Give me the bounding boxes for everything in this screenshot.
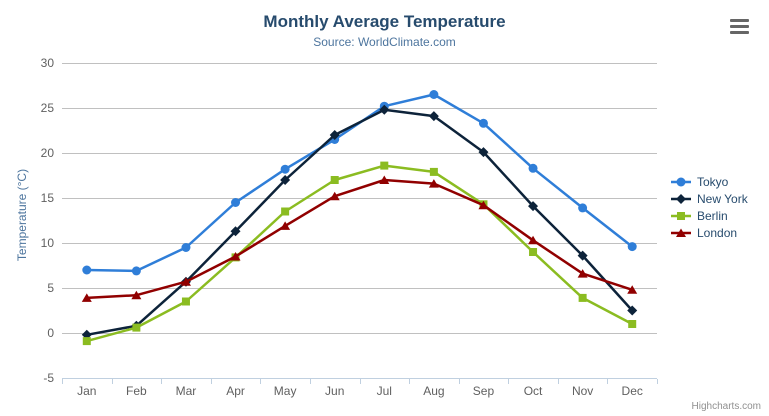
hamburger-icon	[730, 19, 749, 34]
svg-text:Dec: Dec	[622, 384, 643, 398]
tokyo-series-marker-icon	[671, 177, 691, 187]
svg-text:Nov: Nov	[572, 384, 593, 398]
london-series-marker-icon	[671, 228, 691, 237]
svg-text:Apr: Apr	[226, 384, 245, 398]
legend: Tokyo New York Berlin London	[670, 175, 748, 240]
series-london[interactable]	[81, 175, 638, 302]
hamburger-bar	[730, 31, 749, 34]
svg-text:Aug: Aug	[423, 384, 444, 398]
svg-text:15: 15	[41, 191, 55, 205]
svg-text:20: 20	[41, 146, 55, 160]
hamburger-bar	[730, 19, 749, 22]
series-tokyo[interactable]	[82, 90, 637, 276]
svg-text:Feb: Feb	[126, 384, 147, 398]
y-axis-labels: -5 0 5 10 15 20 25 30	[41, 56, 55, 385]
legend-item-label: London	[697, 226, 738, 240]
svg-text:0: 0	[47, 326, 54, 340]
svg-text:Jun: Jun	[325, 384, 344, 398]
legend-item-new-york[interactable]: New York	[670, 192, 748, 206]
export-menu-button[interactable]	[730, 19, 749, 34]
svg-text:30: 30	[41, 56, 55, 70]
svg-text:May: May	[274, 384, 297, 398]
x-axis-line	[62, 378, 658, 384]
series-new-york[interactable]	[81, 104, 638, 340]
hamburger-bar	[730, 25, 749, 28]
chart-subtitle: Source: WorldClimate.com	[313, 35, 456, 49]
legend-item-berlin[interactable]: Berlin	[670, 209, 748, 223]
berlin-series-marker-icon	[671, 212, 691, 220]
svg-text:Mar: Mar	[176, 384, 197, 398]
svg-text:Jan: Jan	[77, 384, 96, 398]
legend-item-tokyo[interactable]: Tokyo	[670, 175, 748, 189]
y-axis-title: Temperature (°C)	[15, 169, 29, 261]
y-gridlines	[62, 63, 657, 334]
svg-text:25: 25	[41, 101, 55, 115]
legend-item-london[interactable]: London	[670, 226, 748, 240]
credits-link[interactable]: Highcharts.com	[691, 401, 761, 412]
svg-text:-5: -5	[43, 371, 54, 385]
svg-text:Jul: Jul	[377, 384, 392, 398]
svg-text:Sep: Sep	[473, 384, 495, 398]
new-york-series-marker-icon	[671, 194, 691, 204]
x-axis-labels: Jan Feb Mar Apr May Jun Jul Aug Sep Oct Nov Dec	[77, 384, 643, 398]
legend-item-label: Tokyo	[697, 175, 729, 189]
svg-text:Oct: Oct	[524, 384, 543, 398]
legend-item-label: New York	[697, 192, 748, 206]
chart-title: Monthly Average Temperature	[263, 12, 506, 31]
legend-item-label: Berlin	[697, 209, 728, 223]
svg-text:5: 5	[47, 281, 54, 295]
svg-text:10: 10	[41, 236, 55, 250]
